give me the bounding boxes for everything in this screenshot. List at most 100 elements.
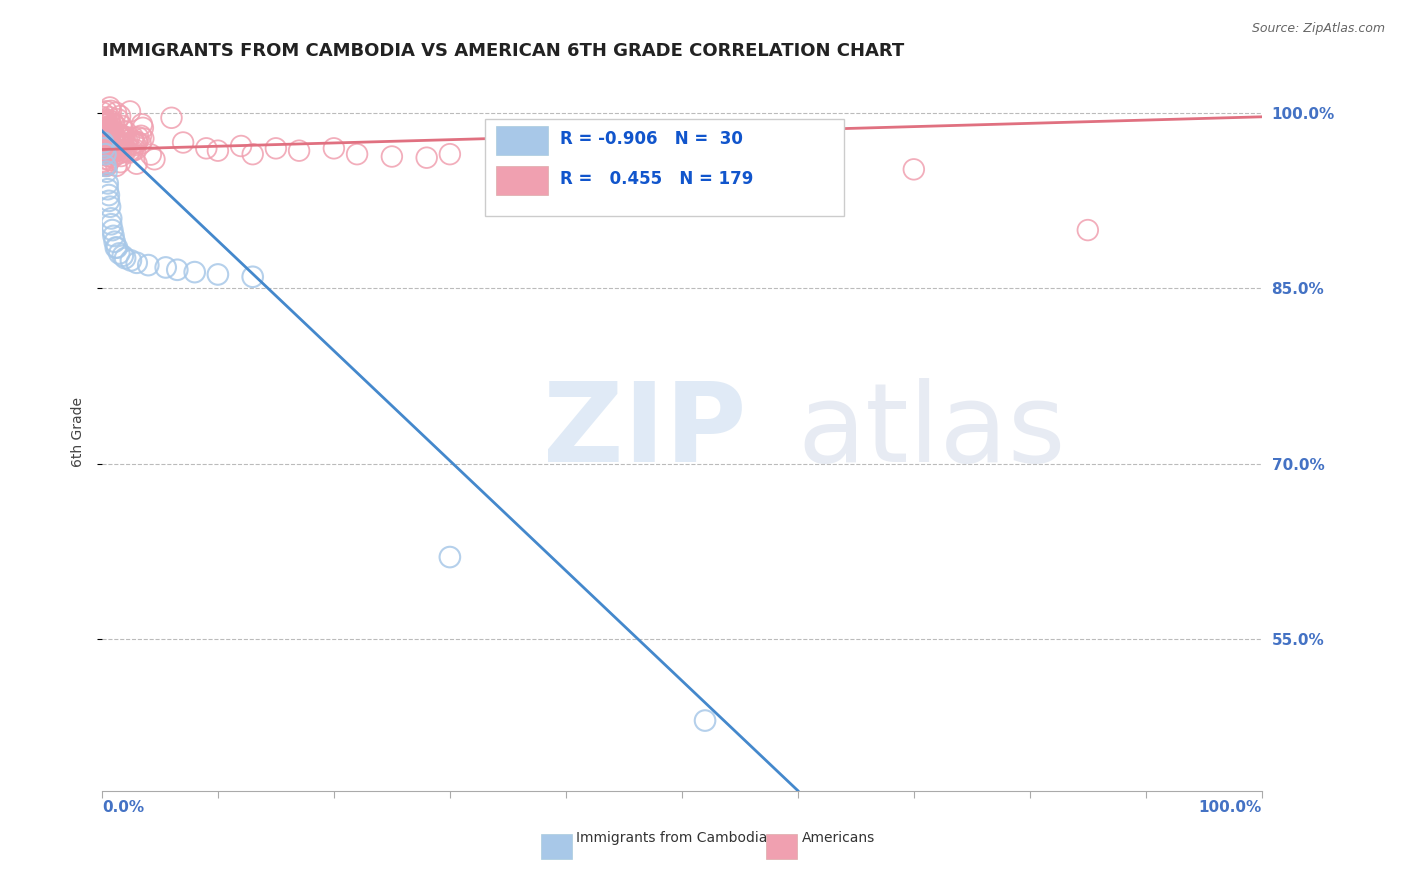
Point [94, 112, 117, 127]
Point [120, 253, 142, 268]
Point [93, 130, 115, 145]
Point [105, 241, 128, 255]
Point [98, 122, 121, 136]
Point [118, 143, 141, 157]
Point [97, 188, 120, 202]
Point [93, 141, 115, 155]
Point [112, 132, 135, 146]
Point [91, 140, 114, 154]
Point [496, 153, 519, 167]
Point [155, 260, 177, 275]
Point [101, 135, 124, 149]
Point [108, 130, 131, 145]
Point [94, 159, 117, 173]
Point [103, 228, 125, 243]
Point [96, 164, 118, 178]
Point [108, 135, 131, 149]
Point [100, 211, 122, 226]
Point [108, 129, 131, 144]
Point [98, 153, 121, 167]
Point [94, 148, 117, 162]
Point [112, 129, 135, 144]
Point [97, 123, 120, 137]
Point [93, 123, 115, 137]
Point [98, 143, 121, 157]
Point [97, 149, 120, 163]
Point [108, 143, 131, 157]
Point [96, 128, 118, 142]
Point [125, 157, 148, 171]
Point [115, 136, 138, 151]
Point [94, 159, 117, 173]
Point [96, 123, 118, 137]
Point [143, 153, 166, 167]
Point [96, 157, 118, 171]
Text: R =   0.455   N = 179: R = 0.455 N = 179 [560, 169, 754, 187]
Point [98, 113, 121, 128]
Point [91, 155, 114, 169]
Point [195, 141, 218, 155]
Point [183, 265, 205, 279]
Point [110, 129, 132, 144]
Point [166, 262, 188, 277]
Point [114, 251, 136, 265]
Point [93, 128, 115, 143]
Point [105, 144, 128, 158]
Point [554, 155, 576, 169]
Point [96, 122, 118, 136]
Point [101, 223, 124, 237]
Point [346, 147, 368, 161]
Point [96, 136, 118, 150]
Text: Immigrants from Cambodia: Immigrants from Cambodia [576, 831, 768, 846]
Point [94, 147, 117, 161]
Point [91, 158, 114, 172]
Point [111, 249, 134, 263]
Point [94, 141, 117, 155]
Point [107, 128, 129, 142]
Point [127, 130, 149, 145]
Point [100, 143, 122, 157]
Point [91, 143, 114, 157]
Point [322, 141, 344, 155]
Point [91, 127, 114, 141]
FancyBboxPatch shape [485, 120, 844, 216]
Point [103, 118, 125, 132]
Point [97, 120, 120, 134]
Point [122, 130, 145, 145]
Point [103, 117, 125, 131]
Point [104, 133, 127, 147]
Point [100, 125, 122, 139]
Point [97, 126, 120, 140]
Text: atlas: atlas [797, 378, 1066, 485]
Point [207, 144, 229, 158]
Point [131, 117, 153, 131]
Point [93, 135, 115, 149]
Point [122, 134, 145, 148]
Point [91, 137, 114, 152]
Point [91, 128, 114, 143]
Point [91, 120, 114, 135]
Point [264, 141, 287, 155]
Point [242, 147, 264, 161]
Point [98, 110, 121, 124]
Point [160, 111, 183, 125]
Point [728, 159, 751, 173]
Point [96, 115, 118, 129]
Point [101, 120, 124, 134]
Point [91, 110, 114, 124]
Point [94, 114, 117, 128]
Point [100, 103, 122, 118]
Point [132, 131, 155, 145]
Point [93, 131, 115, 145]
Point [91, 136, 114, 150]
Point [97, 194, 120, 208]
Point [98, 121, 121, 136]
Point [94, 114, 117, 128]
Bar [496, 127, 548, 155]
Point [94, 127, 117, 141]
Point [132, 120, 155, 135]
Point [93, 133, 115, 147]
Point [105, 144, 128, 158]
Text: Source: ZipAtlas.com: Source: ZipAtlas.com [1251, 22, 1385, 36]
Text: R = -0.906   N =  30: R = -0.906 N = 30 [560, 129, 742, 147]
